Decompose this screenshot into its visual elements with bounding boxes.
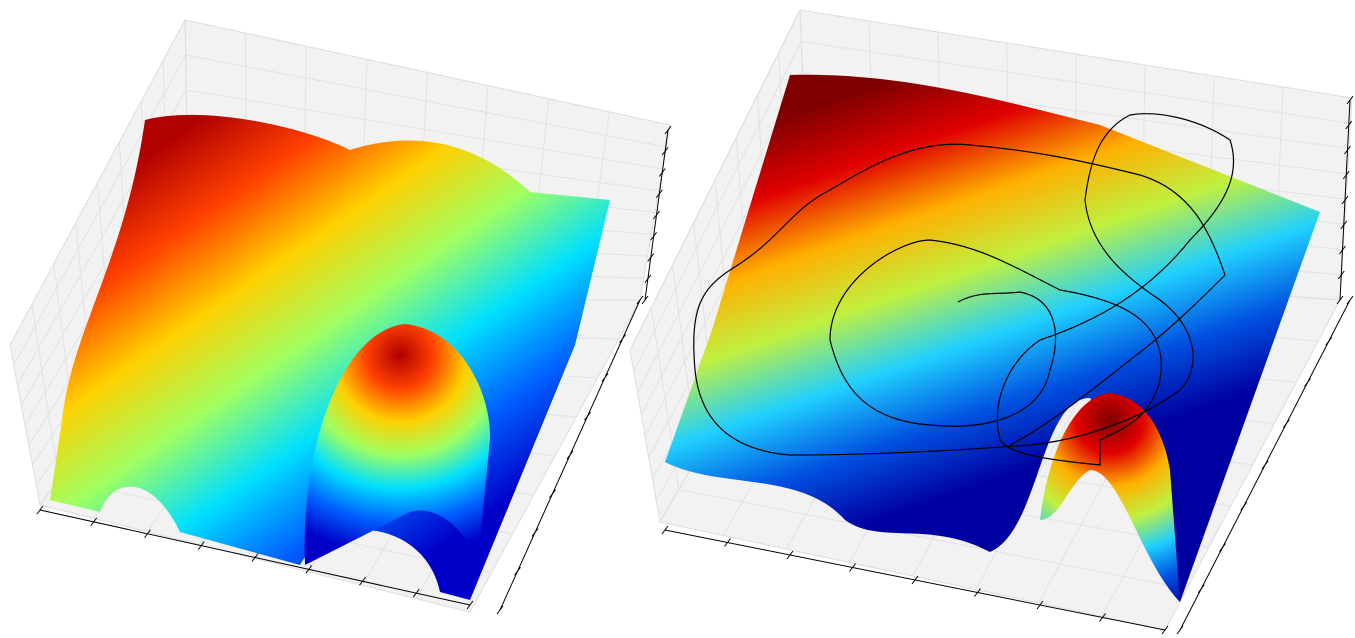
tick <box>90 517 98 527</box>
tick <box>601 373 609 382</box>
surface-panel <box>629 9 1354 635</box>
tick <box>641 295 649 305</box>
tick <box>644 274 652 284</box>
tick <box>619 334 626 344</box>
tick <box>412 588 420 598</box>
tick <box>650 231 658 241</box>
tick <box>1176 625 1184 635</box>
tick <box>647 253 655 262</box>
tick <box>514 566 521 576</box>
tick <box>1346 295 1354 305</box>
tick <box>1346 95 1354 105</box>
tick <box>144 529 151 539</box>
tick <box>724 538 731 547</box>
tick <box>658 168 666 177</box>
tick <box>911 575 919 585</box>
tick <box>1341 195 1349 205</box>
tick <box>36 505 44 515</box>
tick <box>1339 245 1346 255</box>
tick <box>1344 145 1351 155</box>
tick <box>653 210 660 220</box>
tick <box>664 125 672 135</box>
tick <box>1337 270 1345 280</box>
tick <box>1099 613 1106 622</box>
tick <box>1261 460 1269 470</box>
tick <box>496 605 504 615</box>
tick <box>1304 378 1311 387</box>
tick <box>661 525 669 535</box>
tick <box>655 189 663 199</box>
tick <box>566 450 574 460</box>
tick <box>661 146 669 156</box>
surface-panel <box>9 18 672 615</box>
tick <box>1340 220 1348 230</box>
tick <box>1345 120 1353 130</box>
tick <box>636 295 644 305</box>
tick <box>849 563 856 572</box>
tick <box>974 588 981 597</box>
tick <box>1342 170 1350 180</box>
tick <box>1240 501 1248 511</box>
tick <box>1036 600 1044 610</box>
tick <box>305 565 313 574</box>
tick <box>531 528 539 537</box>
tick <box>1325 336 1333 346</box>
tick <box>1336 295 1344 305</box>
tick <box>549 489 556 499</box>
tick <box>1282 419 1290 429</box>
tick <box>584 411 591 421</box>
tick <box>1197 584 1205 594</box>
tick <box>359 576 366 586</box>
tick <box>251 553 259 562</box>
surface-peak <box>1040 393 1180 602</box>
trajectory-curve <box>693 113 1235 466</box>
surface-peak <box>304 324 491 565</box>
tick <box>466 600 474 610</box>
tick <box>1161 625 1169 635</box>
tick <box>1219 543 1226 552</box>
tick <box>786 550 794 560</box>
tick <box>197 541 205 550</box>
